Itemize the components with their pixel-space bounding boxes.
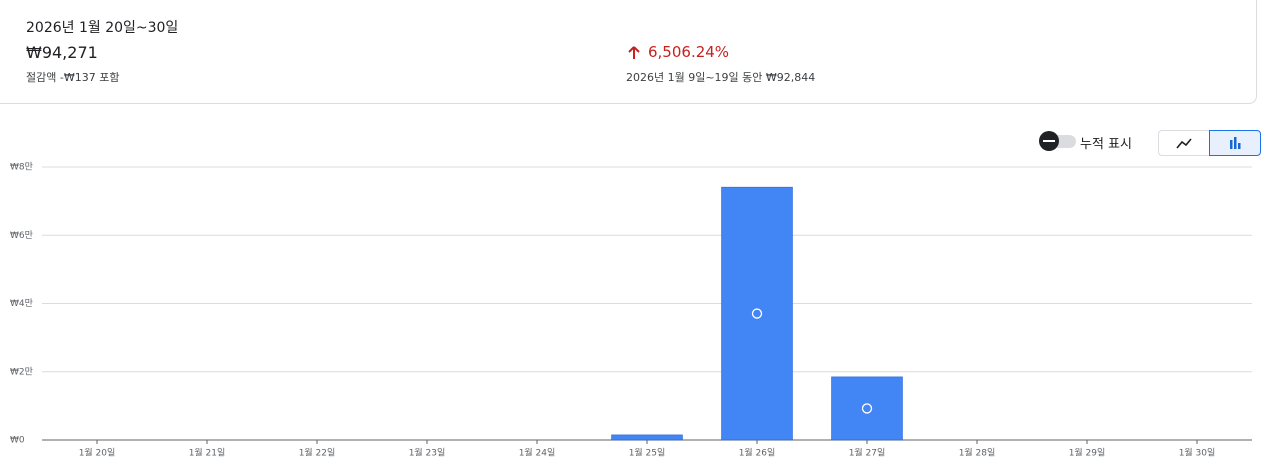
change: 6,506.24% xyxy=(648,43,730,61)
x-tick-label: 1월 24일 xyxy=(519,447,556,459)
x-tick-label: 1월 20일 xyxy=(79,447,116,459)
y-tick-label: ₩8만 xyxy=(10,162,33,173)
x-tick-label: 1월 29일 xyxy=(1069,447,1106,459)
bar-marker xyxy=(751,308,763,319)
up-arrow xyxy=(628,46,640,59)
x-tick-label: 1월 22일 xyxy=(299,447,336,459)
cumulative-label: 누적 표시 xyxy=(1080,137,1132,152)
savings-note: 절감액 -₩137 포함 xyxy=(26,71,120,84)
x-tick-label: 1월 30일 xyxy=(1179,447,1216,459)
bar xyxy=(831,376,903,441)
bar-view-button[interactable] xyxy=(1209,130,1261,156)
bar-icon xyxy=(1230,137,1241,149)
x-tick-label: 1월 26일 xyxy=(739,447,776,459)
bar xyxy=(611,434,683,441)
x-tick-label: 1월 21일 xyxy=(189,447,226,459)
period: 2026년 1월 20일~30일 xyxy=(26,20,179,36)
y-tick-label: ₩6만 xyxy=(10,230,33,241)
bar xyxy=(721,186,793,441)
bar-marker xyxy=(861,403,873,414)
line-icon xyxy=(1176,138,1192,149)
x-tick-label: 1월 28일 xyxy=(959,447,996,459)
previous-note: 2026년 1월 9일~19일 동안 ₩92,844 xyxy=(626,71,816,84)
cumulative-toggle[interactable] xyxy=(1038,131,1078,151)
y-tick-label: ₩2만 xyxy=(10,366,33,377)
x-tick-label: 1월 23일 xyxy=(409,447,446,459)
total: ₩94,271 xyxy=(26,43,98,62)
x-tick-label: 1월 27일 xyxy=(849,447,886,459)
y-tick-label: ₩0 xyxy=(10,436,25,446)
y-tick-label: ₩4만 xyxy=(10,298,33,309)
summary-card: 2026년 1월 20일~30일 ₩94,271 절감액 -₩137 포함 6,… xyxy=(0,0,1257,104)
x-tick-label: 1월 25일 xyxy=(629,447,666,459)
